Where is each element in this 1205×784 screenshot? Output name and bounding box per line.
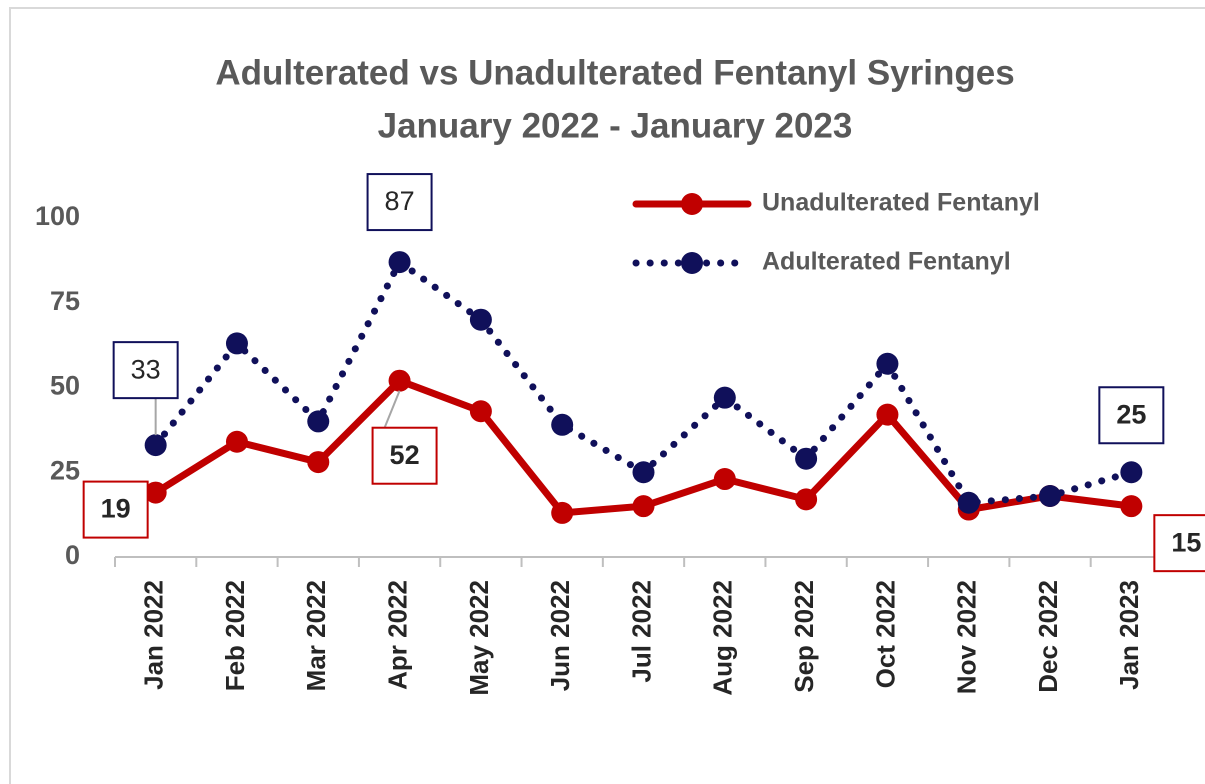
x-tick-label: Jan 2023 <box>1114 580 1144 690</box>
y-tick-label: 0 <box>65 540 80 570</box>
data-label: 19 <box>101 494 131 524</box>
data-label-box <box>82 480 149 539</box>
data-point <box>632 495 655 518</box>
data-label-box <box>112 341 179 400</box>
data-label-box <box>1153 514 1205 573</box>
data-point <box>388 251 411 274</box>
data-point <box>713 386 736 409</box>
data-point <box>713 468 736 491</box>
x-tick-label: May 2022 <box>464 580 494 696</box>
chart-frame <box>9 7 1205 784</box>
data-label: 52 <box>390 440 420 470</box>
data-point <box>1039 484 1062 507</box>
data-point <box>1120 461 1143 484</box>
data-point <box>144 434 167 457</box>
legend-label: Unadulterated Fentanyl <box>762 189 1040 217</box>
data-point <box>632 461 655 484</box>
data-label-box <box>1098 386 1165 445</box>
data-point <box>469 400 492 423</box>
x-tick-label: Sep 2022 <box>789 580 819 693</box>
data-point <box>795 488 818 511</box>
series-line <box>152 377 1135 517</box>
x-tick-label: Oct 2022 <box>870 580 900 688</box>
data-label: 87 <box>385 186 415 216</box>
chart-title: Adulterated vs Unadulterated Fentanyl Sy… <box>215 53 1014 92</box>
data-point <box>1120 495 1143 518</box>
data-point <box>957 491 980 514</box>
data-point <box>307 410 330 433</box>
data-label-box <box>371 426 438 485</box>
legend-marker <box>681 193 703 215</box>
data-label: 33 <box>131 354 161 384</box>
x-tick-label: Mar 2022 <box>301 580 331 691</box>
x-tick-label: Aug 2022 <box>708 580 738 696</box>
data-label-box <box>366 173 433 232</box>
data-label: 25 <box>1116 399 1146 429</box>
data-point <box>388 369 411 392</box>
data-point <box>876 352 899 375</box>
x-tick-label: Jun 2022 <box>545 580 575 691</box>
data-point <box>469 308 492 331</box>
label-leader <box>383 390 401 429</box>
legend-label: Adulterated Fentanyl <box>762 248 1011 276</box>
x-tick-label: Feb 2022 <box>220 580 250 691</box>
x-tick-label: Apr 2022 <box>382 580 412 690</box>
data-point <box>795 447 818 470</box>
data-point <box>225 332 248 355</box>
data-point <box>144 481 167 504</box>
legend-marker <box>681 252 703 274</box>
x-tick-label: Dec 2022 <box>1033 580 1063 693</box>
y-tick-label: 75 <box>50 286 80 316</box>
x-tick-label: Jan 2022 <box>139 580 169 690</box>
x-tick-label: Nov 2022 <box>952 580 982 694</box>
y-tick-label: 25 <box>50 455 80 485</box>
data-label: 15 <box>1171 527 1201 557</box>
data-point <box>307 451 330 474</box>
y-tick-label: 50 <box>50 371 80 401</box>
data-point <box>551 413 574 436</box>
chart-subtitle: January 2022 - January 2023 <box>378 106 853 145</box>
data-point <box>225 430 248 453</box>
x-tick-label: Jul 2022 <box>626 580 656 683</box>
data-point <box>551 501 574 524</box>
y-tick-label: 100 <box>35 201 80 231</box>
data-point <box>876 403 899 426</box>
